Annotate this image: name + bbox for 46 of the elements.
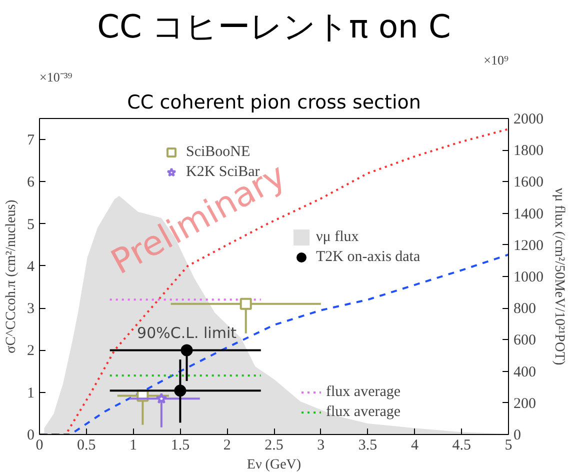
y2-tick-label: 1000 [514, 270, 544, 286]
x-tick-label: 2 [223, 438, 231, 454]
y2-tick-label: 2000 [514, 112, 544, 128]
y-axis-title: σC^CCcoh.π (cm²/nucleus) [4, 199, 19, 354]
y2-tick-label: 1600 [514, 174, 544, 191]
y2-axis-title: νμ flux (/cm²/50MeV/10²¹POT) [552, 188, 566, 366]
x-tick-label: 3 [317, 438, 325, 454]
point [156, 392, 168, 404]
point [240, 298, 252, 310]
y-tick-label: 0 [27, 428, 34, 444]
chart-title: CC コヒーレントπ on C [97, 8, 451, 46]
x-tick-label: 5 [504, 438, 512, 454]
text: ×10⁹ [484, 52, 509, 68]
y2-tick-label: 200 [514, 396, 536, 412]
annotation: 90%C.L. limit [137, 324, 237, 342]
chart-subtitle: CC coherent pion cross section [127, 92, 421, 114]
y2-tick-label: 400 [514, 364, 536, 380]
x-tick-label: 4 [410, 438, 419, 454]
point [180, 344, 193, 356]
y-tick-label: 7 [27, 132, 35, 149]
y2-tick-label: 600 [514, 332, 536, 349]
y-tick-label: 5 [27, 216, 34, 233]
x-tick-label: 4.5 [452, 438, 471, 454]
point [174, 384, 186, 397]
x-tick-label: 3.5 [358, 438, 378, 454]
x-axis-title: Eν (GeV) [246, 458, 302, 472]
y2-tick-label: 1800 [514, 143, 544, 160]
x-tick-label: 2.5 [264, 438, 284, 454]
y2-tick-label: 1400 [514, 206, 544, 222]
x-tick-label: 0.5 [77, 438, 96, 454]
text: ×10⁻³⁹ [40, 70, 73, 84]
y-tick-label: 2 [27, 343, 34, 360]
y-tick-label: 3 [27, 301, 34, 318]
x-tick-label: 1.5 [170, 438, 190, 454]
legend-label: SciBooNE [186, 144, 250, 160]
legend-label: T2K on-axis data [316, 248, 420, 266]
y-tick-label: 1 [27, 385, 34, 402]
y2-tick-label: 0 [514, 428, 521, 444]
y2-tick-label: 1200 [514, 238, 544, 254]
legend-label: flux average [326, 404, 401, 420]
legend-label: νμ flux [316, 228, 359, 246]
legend-label: flux average [326, 384, 401, 400]
y2-tick-label: 800 [514, 301, 536, 318]
x-tick-label: 1 [130, 438, 138, 454]
y-tick-label: 6 [27, 174, 35, 191]
y-tick-label: 4 [27, 258, 35, 275]
